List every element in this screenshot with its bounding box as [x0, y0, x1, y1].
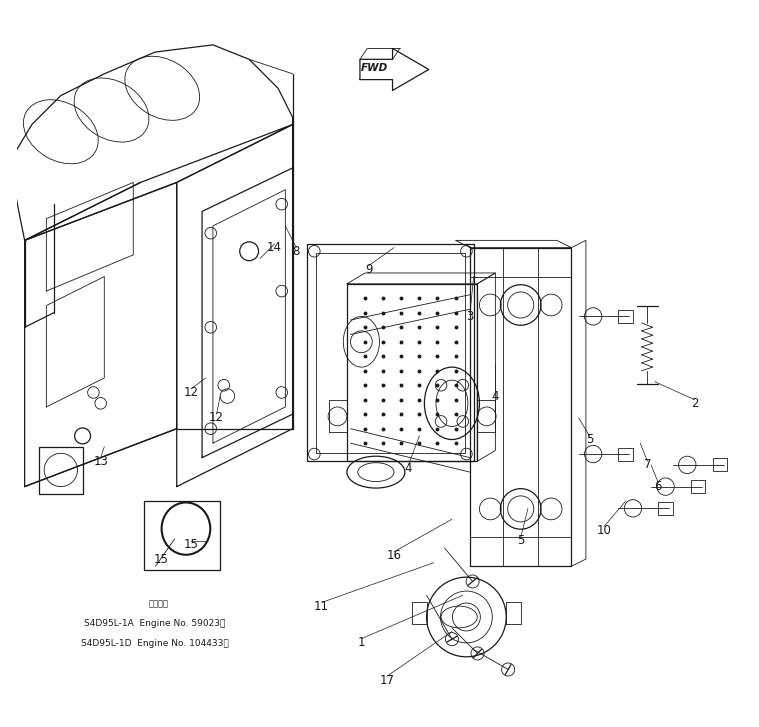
Bar [691, 480, 705, 493]
Text: 14: 14 [267, 241, 282, 254]
Text: 4: 4 [405, 462, 412, 475]
Text: 12: 12 [184, 386, 199, 399]
Text: 4: 4 [492, 390, 499, 403]
Text: 6: 6 [654, 480, 662, 493]
Text: 5: 5 [586, 433, 594, 446]
Text: 13: 13 [93, 455, 108, 467]
Text: 1: 1 [357, 636, 365, 648]
Text: 2: 2 [691, 397, 698, 410]
Text: 9: 9 [365, 263, 373, 276]
Text: S4D95L-1D  Engine No. 104433〜: S4D95L-1D Engine No. 104433〜 [81, 640, 229, 648]
Text: S4D95L-1A  Engine No. 59023〜: S4D95L-1A Engine No. 59023〜 [84, 619, 225, 628]
Bar [619, 448, 633, 460]
Text: 12: 12 [209, 411, 224, 425]
Text: 15: 15 [153, 553, 168, 566]
Text: FWD: FWD [361, 63, 388, 73]
Text: 10: 10 [597, 523, 612, 537]
Text: 7: 7 [644, 459, 651, 471]
Text: 5: 5 [517, 534, 524, 547]
Text: 適用号機: 適用号機 [149, 599, 168, 608]
Bar [619, 310, 633, 323]
Bar [658, 502, 672, 515]
Text: 15: 15 [184, 538, 199, 551]
Text: 8: 8 [292, 245, 300, 258]
Text: 3: 3 [466, 310, 474, 323]
Bar [713, 458, 727, 471]
Bar [144, 501, 220, 570]
Bar [39, 447, 83, 494]
Text: 11: 11 [314, 600, 329, 613]
Text: 17: 17 [380, 674, 394, 687]
Text: 16: 16 [386, 549, 402, 562]
